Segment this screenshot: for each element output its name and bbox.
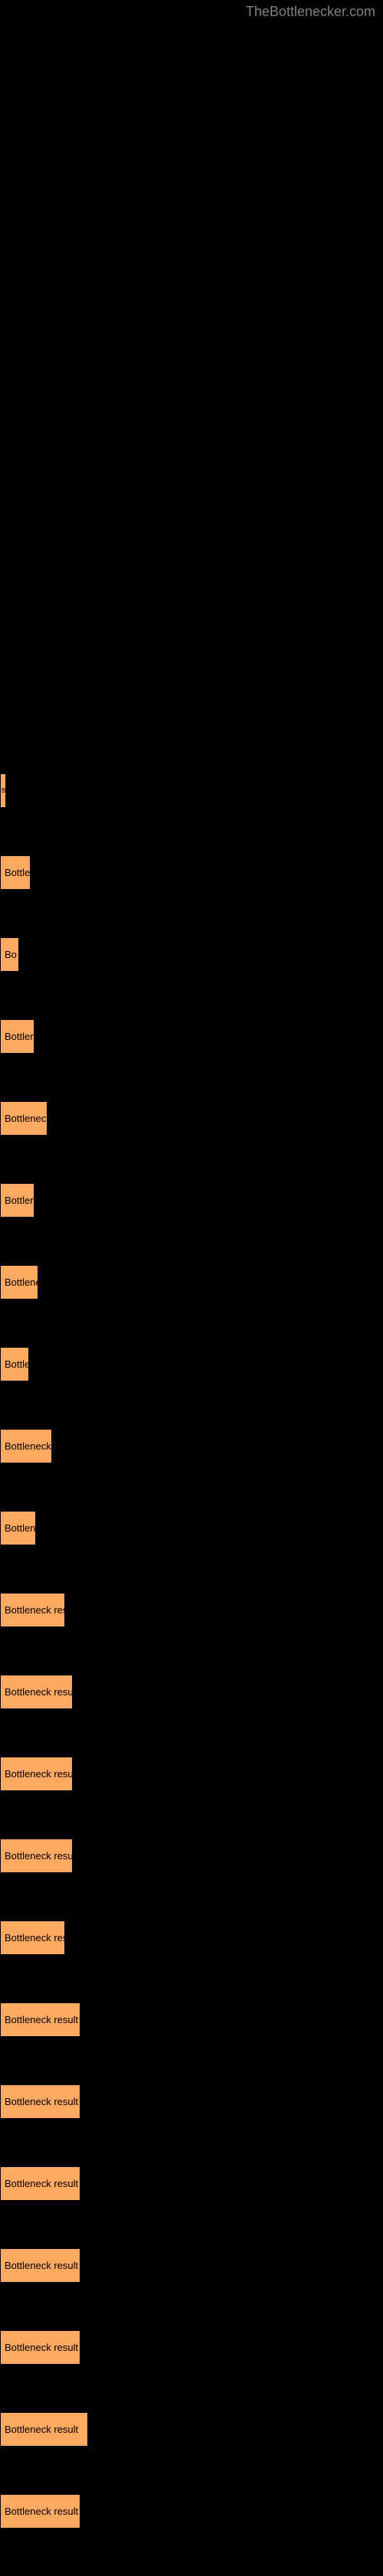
- bar-row: Bottleneck resu: [0, 1593, 383, 1627]
- bar-chart: B Bottle Bo Bottlen Bottleneck Bottlene Bottle…: [0, 773, 383, 2576]
- bar-row: B: [0, 773, 383, 808]
- chart-bar: Bottlen: [0, 1019, 34, 1054]
- chart-bar: Bottleneck result: [0, 2330, 80, 2365]
- chart-bar: Bottle: [0, 1347, 29, 1381]
- chart-bar: Bottleneck result: [0, 2084, 80, 2119]
- bar-row: Bottleneck result: [0, 2002, 383, 2037]
- bar-row: Bottlene: [0, 1183, 383, 1218]
- chart-bar: Bottleneck: [0, 1101, 47, 1136]
- chart-bar: Bottleneck result: [0, 2248, 80, 2283]
- bar-row: Bottleneck result: [0, 2248, 383, 2283]
- chart-bar: Bottlene: [0, 1511, 36, 1545]
- bar-row: Bottlen: [0, 1019, 383, 1054]
- bar-row: Bottleneck res: [0, 1921, 383, 1955]
- bar-row: Bottleneck result: [0, 2166, 383, 2201]
- chart-bar: Bottleneck result: [0, 2166, 80, 2201]
- chart-bar: Bottleneck result: [0, 2412, 88, 2447]
- bar-row: Bottlene: [0, 1511, 383, 1545]
- chart-bar: Bottlenec: [0, 1265, 38, 1299]
- chart-bar: Bo: [0, 937, 19, 972]
- bar-row: Bottleneck: [0, 1101, 383, 1136]
- chart-bar: Bottleneck result: [0, 1839, 73, 1873]
- bar-row: Bottlenec: [0, 1265, 383, 1299]
- bar-row: Bottleneck result: [0, 1675, 383, 1709]
- bar-row: Bottleneck result: [0, 2084, 383, 2119]
- bar-row: Bottle: [0, 1347, 383, 1381]
- watermark-text: TheBottlenecker.com: [246, 4, 375, 20]
- chart-bar: Bottleneck resu: [0, 1593, 65, 1627]
- chart-bar: Bottleneck result: [0, 1757, 73, 1791]
- chart-bar: Bottleneck r: [0, 1429, 52, 1463]
- bar-row: Bottleneck result: [0, 1839, 383, 1873]
- chart-bar: Bottleneck result: [0, 1675, 73, 1709]
- bar-row: Bottleneck result: [0, 2412, 383, 2447]
- chart-bar: Bottle: [0, 855, 31, 890]
- chart-bar: Bottleneck result: [0, 2002, 80, 2037]
- chart-bar: B: [0, 773, 6, 808]
- bar-row: Bottleneck r: [0, 1429, 383, 1463]
- chart-bar: Bottlene: [0, 1183, 34, 1218]
- chart-bar: Bottleneck res: [0, 1921, 65, 1955]
- bar-row: Bottleneck result: [0, 2494, 383, 2529]
- bar-row: Bo: [0, 937, 383, 972]
- bar-row: Bottleneck result: [0, 1757, 383, 1791]
- bar-row: Bottleneck result: [0, 2330, 383, 2365]
- chart-bar: Bottleneck result: [0, 2494, 80, 2529]
- bar-row: Bottle: [0, 855, 383, 890]
